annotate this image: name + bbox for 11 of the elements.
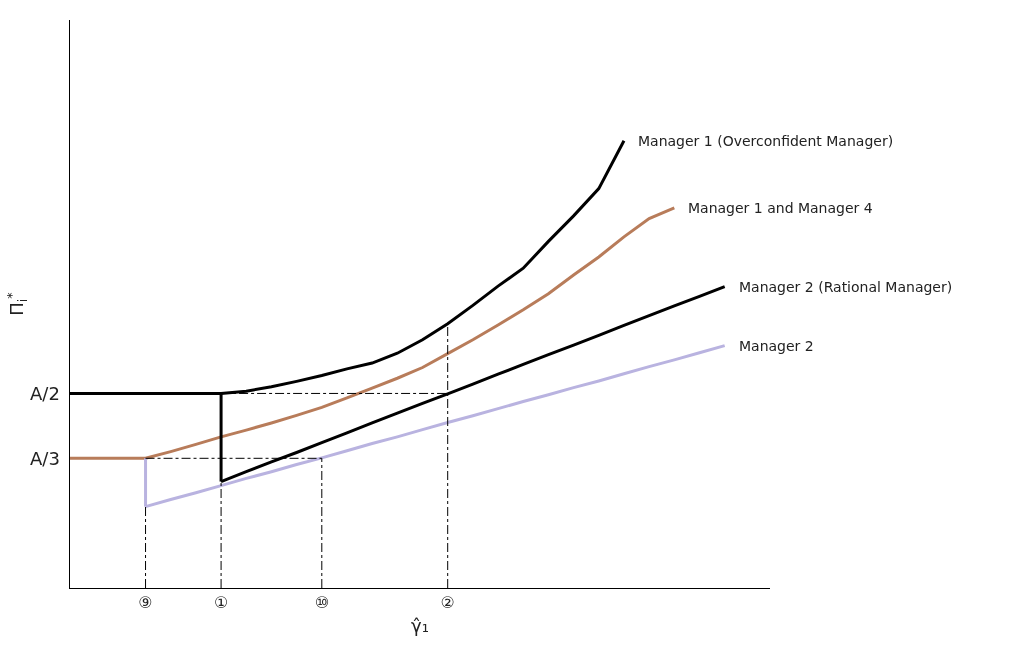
x-tick-label: ⑩ xyxy=(314,593,329,613)
x-tick-label: ② xyxy=(440,593,455,613)
series-label: Manager 1 (Overconfident Manager) xyxy=(638,133,894,149)
series-label: Manager 2 xyxy=(739,338,814,354)
x-axis-title: γ̂₁ xyxy=(411,615,429,637)
text: A/2 xyxy=(30,383,60,404)
x-tick-label: ⑨ xyxy=(138,593,153,613)
series-label: Manager 2 (Rational Manager) xyxy=(739,279,953,295)
text: A/3 xyxy=(30,448,60,469)
series-label: Manager 1 and Manager 4 xyxy=(688,200,873,216)
x-tick-label: ① xyxy=(213,593,229,613)
